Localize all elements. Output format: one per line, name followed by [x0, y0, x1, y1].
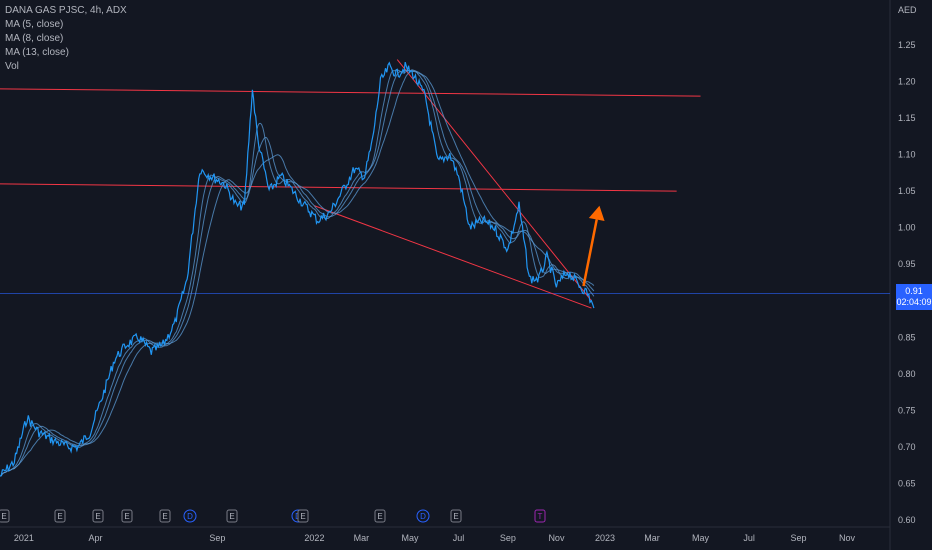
event-marker-label: D [420, 512, 426, 521]
y-tick-label: 0.60 [898, 515, 916, 525]
y-tick-label: 1.20 [898, 77, 916, 87]
y-tick-label: 0.95 [898, 259, 916, 269]
y-tick-label: 1.00 [898, 223, 916, 233]
ma-line-13 [0, 70, 595, 477]
indicator-ma13[interactable]: MA (13, close) [5, 47, 69, 58]
y-tick-label: 0.75 [898, 405, 916, 415]
projection-arrow-shaft [582, 219, 598, 287]
x-tick-label: Nov [839, 533, 856, 543]
trendline [314, 205, 592, 309]
price-series-line [0, 61, 595, 477]
x-tick-label: 2023 [595, 533, 615, 543]
event-marker-label: D [187, 512, 193, 521]
y-tick-label: 1.10 [898, 150, 916, 160]
earnings-marker [121, 509, 133, 523]
indicator-ma5[interactable]: MA (5, close) [5, 19, 64, 30]
earnings-marker [450, 509, 462, 523]
event-marker-label: T [538, 512, 543, 521]
event-marker-label: E [453, 512, 458, 521]
event-marker-label: E [1, 512, 6, 521]
event-marker-label: E [162, 512, 167, 521]
x-tick-label: 2021 [14, 533, 34, 543]
y-tick-label: 0.70 [898, 442, 916, 452]
earnings-marker [226, 509, 238, 523]
trendline [0, 183, 677, 192]
x-tick-label: Jul [453, 533, 465, 543]
current-price-badge: 0.91 02:04:09 [896, 284, 932, 310]
x-tick-label: 2022 [304, 533, 324, 543]
indicator-vol[interactable]: Vol [5, 61, 19, 72]
indicator-ma8[interactable]: MA (8, close) [5, 33, 64, 44]
x-tick-label: Mar [644, 533, 660, 543]
x-tick-label: Sep [500, 533, 516, 543]
earnings-marker [0, 509, 10, 523]
event-marker-label: E [229, 512, 234, 521]
symbol-title[interactable]: DANA GAS PJSC, 4h, ADX [5, 5, 127, 16]
event-marker-label: E [377, 512, 382, 521]
x-tick-label: Nov [548, 533, 565, 543]
earnings-marker [54, 509, 66, 523]
y-tick-label: 1.05 [898, 186, 916, 196]
projection-arrow-head [588, 205, 605, 222]
currency-label: AED [898, 5, 917, 15]
earnings-marker [297, 509, 309, 523]
x-tick-label: May [692, 533, 710, 543]
event-marker-label: E [300, 512, 305, 521]
dividend-marker [183, 509, 197, 523]
event-marker-label: E [57, 512, 62, 521]
x-tick-label: Apr [89, 533, 103, 543]
chart-legend: DANA GAS PJSC, 4h, ADX MA (5, close) MA … [5, 4, 127, 74]
y-tick-label: 1.25 [898, 40, 916, 50]
x-tick-label: May [401, 533, 419, 543]
y-tick-label: 0.65 [898, 478, 916, 488]
earnings-marker [92, 509, 104, 523]
dividend-marker [416, 509, 430, 523]
x-tick-label: Jul [743, 533, 755, 543]
y-tick-label: 0.80 [898, 369, 916, 379]
earnings-marker [374, 509, 386, 523]
event-marker-label: E [95, 512, 100, 521]
earnings-marker [159, 509, 171, 523]
x-tick-label: Mar [354, 533, 370, 543]
split-marker [534, 509, 546, 523]
x-tick-label: Sep [790, 533, 806, 543]
y-tick-label: 1.15 [898, 113, 916, 123]
current-price-value: 0.91 [905, 286, 923, 296]
candle-countdown: 02:04:09 [896, 297, 932, 307]
trendline [0, 88, 701, 97]
event-marker-label: E [124, 512, 129, 521]
y-tick-label: 0.85 [898, 332, 916, 342]
trendline [396, 59, 592, 302]
x-tick-label: Sep [209, 533, 225, 543]
